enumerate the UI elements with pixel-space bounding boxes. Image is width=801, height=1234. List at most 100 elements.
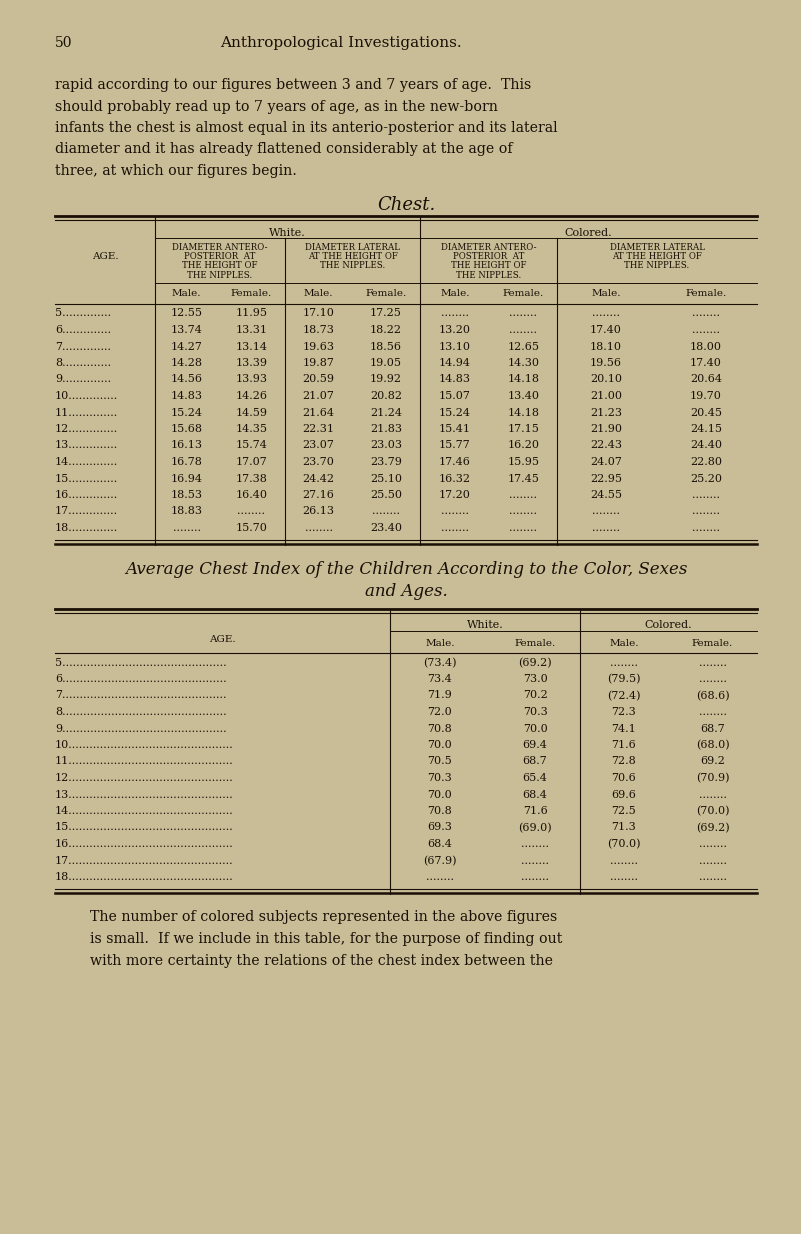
Text: 69.3: 69.3 (428, 823, 453, 833)
Text: 5..............: 5.............. (55, 308, 111, 318)
Text: rapid according to our figures between 3 and 7 years of age.  This: rapid according to our figures between 3… (55, 78, 531, 93)
Text: (68.0): (68.0) (696, 740, 730, 750)
Text: 70.0: 70.0 (428, 790, 453, 800)
Text: ........: ........ (692, 523, 720, 533)
Text: 14...............................................: 14......................................… (55, 806, 234, 816)
Text: 20.10: 20.10 (590, 374, 622, 385)
Text: 68.4: 68.4 (522, 790, 547, 800)
Text: 16.78: 16.78 (171, 457, 203, 466)
Text: ........: ........ (238, 506, 265, 517)
Text: 70.8: 70.8 (428, 806, 453, 816)
Text: should probably read up to 7 years of age, as in the new-born: should probably read up to 7 years of ag… (55, 100, 498, 114)
Text: (67.9): (67.9) (423, 855, 457, 866)
Text: 6..............: 6.............. (55, 325, 111, 334)
Text: 7..............: 7.............. (55, 342, 111, 352)
Text: 23.40: 23.40 (370, 523, 402, 533)
Text: 17.07: 17.07 (235, 457, 268, 466)
Text: ........: ........ (698, 872, 727, 882)
Text: 15...............................................: 15......................................… (55, 823, 234, 833)
Text: 14.56: 14.56 (171, 374, 203, 385)
Text: POSTERIOR  AT: POSTERIOR AT (453, 252, 524, 262)
Text: 14.18: 14.18 (508, 374, 540, 385)
Text: 25.10: 25.10 (370, 474, 402, 484)
Text: 23.79: 23.79 (370, 457, 402, 466)
Text: 8...............................................: 8.......................................… (55, 707, 227, 717)
Text: 17.38: 17.38 (235, 474, 268, 484)
Text: 19.05: 19.05 (370, 358, 402, 368)
Text: 16..............: 16.............. (55, 490, 119, 500)
Text: 22.80: 22.80 (690, 457, 722, 466)
Text: DIAMETER ANTERO-: DIAMETER ANTERO- (172, 243, 268, 252)
Text: 13..............: 13.............. (55, 441, 119, 450)
Text: 21.90: 21.90 (590, 424, 622, 434)
Text: ........: ........ (610, 855, 638, 865)
Text: 9...............................................: 9.......................................… (55, 723, 227, 733)
Text: 24.15: 24.15 (690, 424, 722, 434)
Text: 68.7: 68.7 (522, 756, 547, 766)
Text: DIAMETER LATERAL: DIAMETER LATERAL (305, 243, 400, 252)
Text: 17...............................................: 17......................................… (55, 855, 234, 865)
Text: ........: ........ (441, 506, 469, 517)
Text: 19.56: 19.56 (590, 358, 622, 368)
Text: 70.6: 70.6 (612, 772, 636, 784)
Text: 23.70: 23.70 (303, 457, 335, 466)
Text: 13.31: 13.31 (235, 325, 268, 334)
Text: ........: ........ (698, 658, 727, 668)
Text: 11..............: 11.............. (55, 407, 119, 417)
Text: 13.10: 13.10 (439, 342, 471, 352)
Text: 13.14: 13.14 (235, 342, 268, 352)
Text: ........: ........ (521, 839, 549, 849)
Text: 22.31: 22.31 (303, 424, 335, 434)
Text: 17.20: 17.20 (439, 490, 471, 500)
Text: 16.32: 16.32 (439, 474, 471, 484)
Text: Male.: Male. (591, 290, 621, 299)
Text: 69.2: 69.2 (700, 756, 725, 766)
Text: ........: ........ (172, 523, 200, 533)
Text: Male.: Male. (304, 290, 333, 299)
Text: 71.6: 71.6 (522, 806, 547, 816)
Text: 17.40: 17.40 (690, 358, 722, 368)
Text: AGE.: AGE. (209, 634, 235, 643)
Text: 65.4: 65.4 (522, 772, 547, 784)
Text: Chest.: Chest. (377, 195, 435, 213)
Text: AT THE HEIGHT OF: AT THE HEIGHT OF (308, 252, 397, 262)
Text: 17..............: 17.............. (55, 506, 118, 517)
Text: 73.0: 73.0 (522, 674, 547, 684)
Text: (73.4): (73.4) (423, 658, 457, 668)
Text: 15.74: 15.74 (235, 441, 268, 450)
Text: 18.10: 18.10 (590, 342, 622, 352)
Text: 12..............: 12.............. (55, 424, 119, 434)
Text: ........: ........ (441, 308, 469, 318)
Text: Anthropological Investigations.: Anthropological Investigations. (220, 36, 461, 51)
Text: Male.: Male. (441, 290, 469, 299)
Text: THE HEIGHT OF: THE HEIGHT OF (451, 262, 526, 270)
Text: 13.39: 13.39 (235, 358, 268, 368)
Text: 72.8: 72.8 (612, 756, 636, 766)
Text: is small.  If we include in this table, for the purpose of finding out: is small. If we include in this table, f… (90, 932, 562, 946)
Text: (69.2): (69.2) (518, 658, 552, 668)
Text: 74.1: 74.1 (612, 723, 636, 733)
Text: (69.0): (69.0) (518, 823, 552, 833)
Text: 17.40: 17.40 (590, 325, 622, 334)
Text: ........: ........ (592, 308, 620, 318)
Text: 16.94: 16.94 (171, 474, 203, 484)
Text: 20.45: 20.45 (690, 407, 722, 417)
Text: 50: 50 (55, 36, 73, 51)
Text: Average Chest Index of the Children According to the Color, Sexes: Average Chest Index of the Children Acco… (125, 561, 687, 579)
Text: 14.30: 14.30 (508, 358, 540, 368)
Text: 10..............: 10.............. (55, 391, 119, 401)
Text: 70.3: 70.3 (522, 707, 547, 717)
Text: 21.83: 21.83 (370, 424, 402, 434)
Text: 22.95: 22.95 (590, 474, 622, 484)
Text: 18..............: 18.............. (55, 523, 119, 533)
Text: three, at which our figures begin.: three, at which our figures begin. (55, 164, 297, 178)
Text: 7...............................................: 7.......................................… (55, 691, 227, 701)
Text: (70.0): (70.0) (607, 839, 641, 849)
Text: 18.00: 18.00 (690, 342, 722, 352)
Text: 14..............: 14.............. (55, 457, 119, 466)
Text: ........: ........ (521, 855, 549, 865)
Text: 18.22: 18.22 (370, 325, 402, 334)
Text: 16.13: 16.13 (171, 441, 203, 450)
Text: ........: ........ (372, 506, 400, 517)
Text: Male.: Male. (171, 290, 201, 299)
